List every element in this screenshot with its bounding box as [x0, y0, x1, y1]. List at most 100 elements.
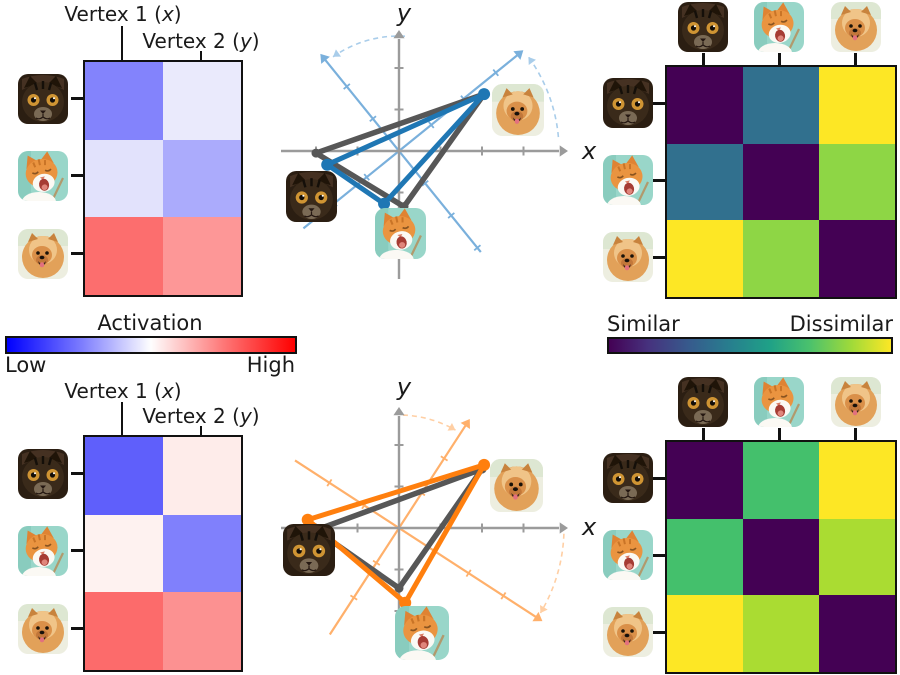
heatmap-cell-r2c2 [819, 220, 895, 297]
rdm-top [665, 65, 897, 299]
vertex1-label-top: Vertex 1 (x) [64, 2, 182, 26]
vertex1-label-bottom: Vertex 1 (x) [64, 379, 182, 403]
pomeranian-dog-image [831, 377, 881, 427]
rotated-axis [328, 425, 467, 636]
heatmap-cell-r2c2 [819, 595, 895, 672]
heatmap-cell-r0c0 [667, 67, 743, 144]
activation-matrix-bottom [83, 435, 243, 672]
ginger-cat-image [18, 151, 68, 201]
y-axis-arrow [393, 407, 405, 416]
rotated-axis-arrow [513, 50, 524, 60]
row-tick [71, 549, 83, 552]
vertex2-label-top: Vertex 2 (y) [142, 29, 260, 53]
heatmap-cell-r0c1 [163, 437, 241, 515]
dissimilarity-colorbar [607, 337, 893, 354]
ginger-cat-image [395, 606, 449, 660]
rotated-axis-tick [500, 591, 507, 600]
rotated-axis-tick [430, 546, 437, 555]
heatmap-cell-r1c1 [743, 143, 819, 221]
rotated-axis-tick [473, 244, 482, 251]
heatmap-cell-r1c1 [163, 139, 241, 218]
rotated-axis-tick [460, 95, 467, 103]
tabby-cat-image [678, 2, 728, 52]
rdm-col-tick [854, 53, 857, 65]
pomeranian-dog-image [490, 459, 543, 512]
activation-high-label: High [246, 353, 295, 377]
rotated-axis-tick [447, 212, 455, 219]
row-tick [71, 174, 83, 177]
ginger-cat-image [754, 377, 804, 427]
reference-triangle-vertex [479, 89, 489, 99]
tabby-cat-image [286, 171, 337, 222]
heatmap-cell-r2c1 [743, 595, 819, 672]
rotated-axis-arrow [532, 611, 543, 622]
tabby-cat-image [603, 453, 653, 503]
rotated-axis-tick [363, 173, 370, 181]
rdm-row-tick [651, 179, 665, 182]
heatmap-cell-r0c0 [667, 442, 743, 519]
rotated-axis-tick [421, 180, 429, 187]
row-tick [71, 627, 83, 630]
similar-label: Similar [607, 312, 680, 336]
rotated-axis-tick [465, 569, 472, 578]
rotated-axis-tick [326, 478, 333, 487]
pomeranian-dog-image [18, 229, 68, 279]
heatmap-cell-r1c0 [667, 518, 743, 596]
x-axis-arrow [559, 145, 568, 157]
heatmap-cell-r1c1 [743, 518, 819, 596]
heatmap-cell-r1c0 [667, 143, 743, 221]
ginger-cat-image [603, 530, 653, 580]
y-axis-label-bottom: y [396, 373, 412, 401]
x-axis-label-top: x [582, 137, 597, 165]
heatmap-cell-r0c1 [743, 442, 819, 519]
rdm-row-tick [651, 554, 665, 557]
rdm-col-tick [778, 53, 781, 65]
tabby-cat-image [18, 74, 68, 124]
heatmap-cell-r0c0 [85, 437, 163, 515]
rdm-row-tick [651, 256, 665, 259]
rotation-arc-arrow [540, 604, 548, 613]
activation-colorbar [5, 336, 297, 354]
vertex-space-top-triangles [311, 88, 491, 212]
rotated-axis-tick [428, 121, 435, 129]
tabby-cat-image [18, 449, 68, 499]
reference-triangle [313, 466, 485, 591]
dissimilar-label: Dissimilar [789, 312, 893, 336]
rdm-col-tick [854, 428, 857, 440]
pomeranian-dog-image [18, 604, 68, 654]
rotation-arc-arrow [333, 49, 342, 57]
vertex2-leader-bottom [200, 426, 202, 435]
heatmap-cell-r2c1 [163, 217, 241, 295]
rotated-axis-tick [440, 455, 449, 462]
heatmap-cell-r0c2 [819, 67, 895, 144]
transformed-triangle [324, 91, 487, 207]
heatmap-cell-r1c0 [85, 514, 163, 593]
pomeranian-dog-image [603, 232, 653, 282]
activation-matrix-top [83, 60, 243, 297]
heatmap-cell-r2c0 [667, 220, 743, 297]
rotated-axis-arrow [460, 418, 470, 429]
rdm-col-tick [702, 53, 705, 65]
rdm-row-tick [651, 631, 665, 634]
transformed-triangle-vertex [478, 458, 491, 471]
rotated-axis-tick [343, 83, 351, 90]
reference-triangle-vertex [311, 148, 321, 158]
heatmap-cell-r1c0 [85, 139, 163, 218]
pomeranian-dog-image [603, 607, 653, 657]
rotated-axis-tick [369, 115, 377, 122]
x-axis-arrow [559, 522, 568, 534]
row-tick [71, 252, 83, 255]
rotated-axis-tick [492, 68, 499, 77]
rdm-col-tick [702, 428, 705, 440]
rdm-row-tick [651, 102, 665, 105]
ginger-cat-image [18, 526, 68, 576]
vertex2-leader-top [200, 51, 202, 60]
rotation-arc-arrow [528, 56, 536, 65]
transformed-triangle-vertex [478, 88, 491, 101]
heatmap-cell-r2c0 [85, 217, 163, 295]
heatmap-cell-r0c2 [819, 442, 895, 519]
transformed-triangle-vertex [321, 158, 334, 171]
x-axis-label-bottom: x [582, 513, 597, 541]
rotation-arc [539, 533, 565, 614]
